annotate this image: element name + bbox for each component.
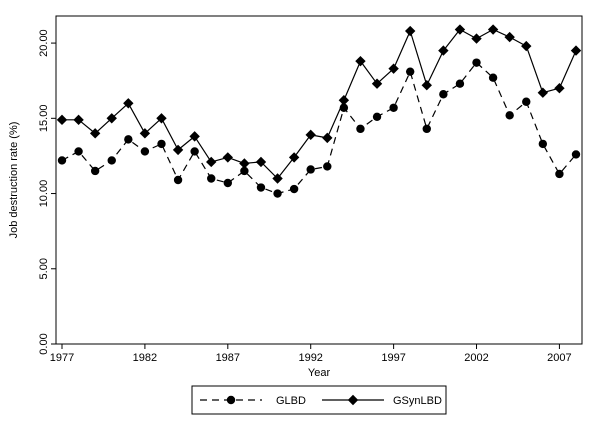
x-tick-label-2: 1987 <box>216 352 240 364</box>
series-gsynlbd-point-1983 <box>156 113 167 124</box>
plot-border <box>55 15 583 345</box>
series-glbd-point-2001 <box>455 79 465 88</box>
legend-item-glbd: GLBD <box>200 395 306 407</box>
series-gsynlbd-point-2006 <box>537 87 549 98</box>
legend-gsynlbd-label: GSynLBD <box>393 395 442 407</box>
series-gsynlbd-point-2002 <box>471 33 482 44</box>
series-gsynlbd-point-2004 <box>504 31 515 43</box>
series-glbd-point-1979 <box>90 166 100 176</box>
x-tick-label-6: 2007 <box>547 352 571 364</box>
series-glbd-point-1983 <box>157 139 166 149</box>
series-glbd-point-1995 <box>356 124 365 134</box>
series-gsynlbd-point-1988 <box>239 158 250 169</box>
series-gsynlbd-point-1980 <box>106 113 117 124</box>
x-tick-label-0: 1977 <box>50 352 74 364</box>
series-glbd-point-1985 <box>190 147 199 156</box>
series-layer <box>56 24 582 198</box>
series-glbd-point-1992 <box>306 165 315 174</box>
series-gsynlbd-point-1984 <box>172 144 184 156</box>
series-gsynlbd-point-1986 <box>206 156 217 168</box>
series-glbd-point-2003 <box>488 73 498 82</box>
series-gsynlbd-point-1979 <box>89 128 101 139</box>
legend-glbd-label: GLBD <box>276 395 306 407</box>
series-gsynlbd-point-1991 <box>288 152 300 163</box>
series-gsynlbd-point-2001 <box>454 24 466 35</box>
series-gsynlbd-point-1989 <box>255 156 267 168</box>
series-glbd-point-1986 <box>207 174 216 183</box>
series-glbd-point-2005 <box>522 97 531 106</box>
x-tick-label-1: 1982 <box>133 352 157 364</box>
legend-gsynlbd-marker <box>347 394 359 406</box>
series-gsynlbd-point-1992 <box>305 129 316 141</box>
series-glbd-point-2002 <box>472 58 481 67</box>
series-glbd-point-1997 <box>389 103 398 112</box>
series-gsynlbd-point-1981 <box>123 98 134 109</box>
series-glbd-point-2008 <box>571 150 581 159</box>
series-gsynlbd-point-1977 <box>56 114 68 126</box>
series-glbd-point-1999 <box>422 124 431 134</box>
y-tick-label-3: 15.00 <box>38 105 50 133</box>
series-glbd-point-1998 <box>405 67 415 76</box>
series-gsynlbd-point-1997 <box>388 63 399 74</box>
y-tick-label-4: 20.00 <box>38 29 50 57</box>
series-glbd-point-1996 <box>372 112 382 122</box>
x-tick-label-3: 1992 <box>298 352 322 364</box>
series-glbd-point-1982 <box>140 147 150 156</box>
series-gsynlbd-point-1987 <box>222 152 234 163</box>
x-axis: 1977 1982 1987 1992 1997 2002 2007 <box>50 344 572 364</box>
plot-frame <box>55 15 583 345</box>
series-gsynlbd-point-1985 <box>189 131 200 142</box>
y-tick-label-2: 10.00 <box>38 180 50 208</box>
series-gsynlbd-point-1993 <box>322 132 333 144</box>
legend: GLBD GSynLBD <box>191 385 447 415</box>
series-glbd-point-1987 <box>223 178 233 188</box>
series-glbd-point-1978 <box>74 147 83 156</box>
series-glbd-point-2000 <box>439 90 448 99</box>
series-glbd <box>57 58 581 198</box>
series-glbd-point-1988 <box>240 166 249 176</box>
series-glbd-point-1977 <box>57 156 67 165</box>
series-gsynlbd-point-1982 <box>139 128 151 139</box>
series-gsynlbd-point-2005 <box>521 40 532 52</box>
series-glbd-point-1980 <box>107 156 116 165</box>
series-gsynlbd-point-2003 <box>487 24 499 35</box>
legend-item-gsynlbd: GSynLBD <box>322 394 442 407</box>
series-glbd-point-1991 <box>289 184 299 194</box>
series-gsynlbd-point-1995 <box>355 55 366 67</box>
series-gsynlbd-point-2008 <box>570 45 582 56</box>
series-gsynlbd-point-1999 <box>421 80 432 91</box>
series-glbd-point-2004 <box>505 111 514 120</box>
x-axis-title: Year <box>308 367 331 379</box>
series-gsynlbd-point-2007 <box>554 83 565 94</box>
series-glbd-point-1990 <box>273 189 282 198</box>
series-gsynlbd-point-1994 <box>338 95 350 106</box>
series-gsynlbd-point-1978 <box>73 114 84 126</box>
legend-glbd-marker <box>226 395 236 405</box>
series-glbd-point-1981 <box>124 135 133 144</box>
series-glbd-point-1993 <box>323 162 332 171</box>
series-glbd-point-2006 <box>538 139 548 149</box>
series-gsynlbd <box>56 24 582 184</box>
x-tick-label-4: 1997 <box>381 352 405 364</box>
x-tick-label-5: 2002 <box>464 352 488 364</box>
series-gsynlbd-point-2000 <box>438 45 449 56</box>
y-tick-label-0: 0.00 <box>38 333 50 354</box>
series-glbd-point-1989 <box>256 183 266 192</box>
series-gsynlbd-point-1996 <box>371 78 383 89</box>
y-axis: 0.00 5.00 10.00 15.00 20.00 <box>38 29 56 355</box>
series-glbd-point-1984 <box>173 175 183 185</box>
series-glbd-point-2007 <box>555 169 564 179</box>
series-gsynlbd-point-1998 <box>404 25 416 37</box>
y-tick-label-1: 5.00 <box>38 258 50 279</box>
series-gsynlbd-point-1990 <box>272 173 283 184</box>
y-axis-title: Job destruction rate (%) <box>8 122 20 239</box>
